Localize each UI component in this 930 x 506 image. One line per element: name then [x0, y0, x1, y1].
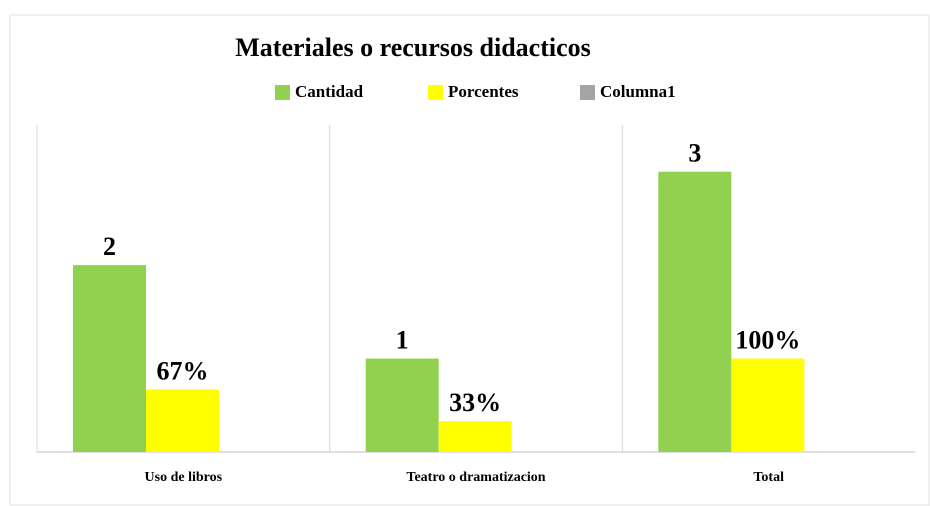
legend-label: Cantidad — [295, 82, 364, 101]
x-tick-label: Uso de libros — [145, 470, 223, 485]
bar — [73, 265, 146, 452]
bar — [658, 171, 732, 452]
x-tick-label: Teatro o dramatizacion — [406, 470, 545, 485]
bar — [731, 358, 805, 452]
data-label: 67% — [157, 356, 209, 385]
bar — [365, 358, 439, 452]
chart-title: Materiales o recursos didacticos — [235, 33, 591, 62]
data-label: 33% — [449, 388, 501, 417]
data-label: 3 — [688, 139, 701, 168]
legend-swatch — [580, 85, 595, 100]
bar — [438, 421, 512, 452]
legend-swatch — [275, 85, 290, 100]
bar — [146, 389, 219, 452]
legend-swatch — [428, 85, 443, 100]
data-label: 1 — [396, 326, 409, 355]
data-label: 100% — [735, 326, 800, 355]
data-label: 2 — [103, 232, 116, 261]
legend-label: Columna1 — [600, 82, 676, 101]
x-tick-label: Total — [753, 470, 784, 485]
legend-label: Porcentes — [448, 82, 519, 101]
